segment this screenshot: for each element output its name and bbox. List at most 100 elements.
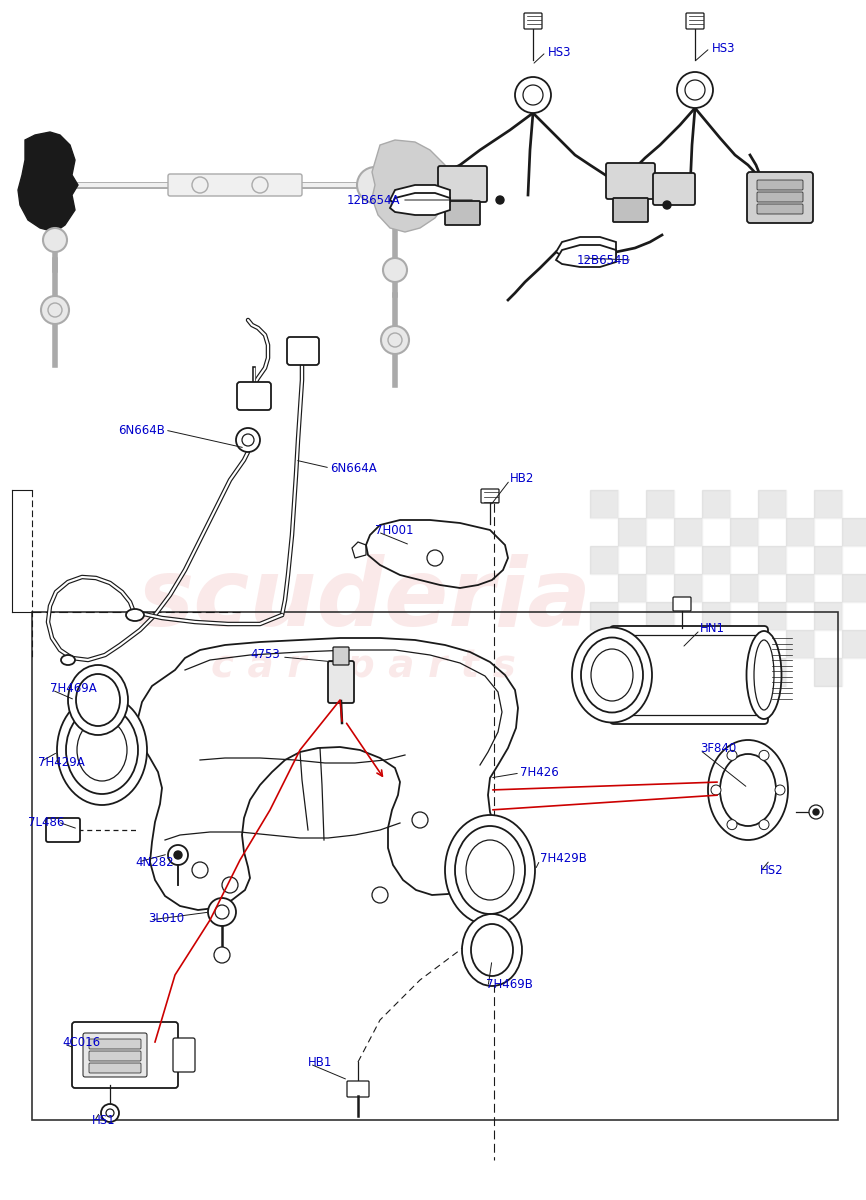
- Ellipse shape: [466, 840, 514, 900]
- Bar: [842, 630, 866, 658]
- FancyBboxPatch shape: [757, 204, 803, 214]
- FancyBboxPatch shape: [686, 13, 704, 29]
- Circle shape: [388, 332, 402, 347]
- Ellipse shape: [462, 914, 522, 986]
- Circle shape: [685, 80, 705, 100]
- Text: 3F840: 3F840: [700, 742, 736, 755]
- Ellipse shape: [68, 665, 128, 734]
- Ellipse shape: [754, 640, 774, 710]
- Bar: [758, 658, 786, 686]
- Bar: [646, 602, 674, 630]
- Bar: [702, 518, 730, 546]
- FancyBboxPatch shape: [610, 626, 768, 724]
- Circle shape: [759, 820, 769, 829]
- Bar: [618, 546, 646, 574]
- Circle shape: [711, 785, 721, 794]
- Bar: [758, 518, 786, 546]
- FancyBboxPatch shape: [438, 166, 487, 202]
- Ellipse shape: [455, 826, 525, 914]
- Ellipse shape: [445, 815, 535, 925]
- Text: 12B654B: 12B654B: [577, 253, 630, 266]
- Bar: [758, 574, 786, 602]
- Circle shape: [813, 809, 819, 815]
- Text: 7H429A: 7H429A: [38, 756, 85, 768]
- Ellipse shape: [572, 628, 652, 722]
- Bar: [646, 630, 674, 658]
- Circle shape: [37, 167, 73, 203]
- Circle shape: [759, 750, 769, 761]
- Bar: [786, 546, 814, 574]
- Bar: [758, 546, 786, 574]
- Text: 7H429B: 7H429B: [540, 852, 587, 864]
- Bar: [814, 574, 842, 602]
- Text: 7H001: 7H001: [375, 523, 413, 536]
- Circle shape: [677, 72, 713, 108]
- Bar: [786, 574, 814, 602]
- Bar: [758, 602, 786, 630]
- Ellipse shape: [57, 695, 147, 805]
- Bar: [702, 602, 730, 630]
- Circle shape: [192, 176, 208, 193]
- Bar: [590, 546, 618, 574]
- Bar: [702, 490, 730, 518]
- FancyBboxPatch shape: [653, 173, 695, 205]
- Text: HB2: HB2: [510, 472, 534, 485]
- FancyBboxPatch shape: [524, 13, 542, 29]
- Ellipse shape: [66, 706, 138, 794]
- Bar: [758, 490, 786, 518]
- Circle shape: [383, 258, 407, 282]
- Bar: [590, 490, 618, 518]
- Text: HS3: HS3: [548, 46, 572, 59]
- Bar: [646, 490, 674, 518]
- Ellipse shape: [708, 740, 788, 840]
- Bar: [646, 546, 674, 574]
- Bar: [32, 612, 838, 1120]
- FancyBboxPatch shape: [72, 1022, 178, 1088]
- Circle shape: [412, 812, 428, 828]
- Bar: [590, 518, 618, 546]
- FancyBboxPatch shape: [445, 200, 480, 226]
- Bar: [814, 658, 842, 686]
- Bar: [730, 546, 758, 574]
- FancyBboxPatch shape: [89, 1063, 141, 1073]
- FancyBboxPatch shape: [333, 647, 349, 665]
- Circle shape: [41, 296, 69, 324]
- Text: 7H469A: 7H469A: [50, 682, 97, 695]
- Polygon shape: [556, 245, 616, 266]
- Circle shape: [523, 85, 543, 104]
- Text: 7H469B: 7H469B: [486, 978, 533, 991]
- Bar: [590, 630, 618, 658]
- Circle shape: [101, 1104, 119, 1122]
- Bar: [842, 574, 866, 602]
- FancyBboxPatch shape: [328, 661, 354, 703]
- Bar: [618, 630, 646, 658]
- Text: HS1: HS1: [92, 1114, 116, 1127]
- Bar: [590, 658, 618, 686]
- Circle shape: [496, 196, 504, 204]
- Bar: [674, 658, 702, 686]
- Bar: [730, 630, 758, 658]
- Bar: [590, 602, 618, 630]
- Polygon shape: [556, 236, 616, 259]
- Bar: [814, 546, 842, 574]
- Bar: [674, 518, 702, 546]
- Bar: [758, 630, 786, 658]
- Circle shape: [45, 175, 65, 194]
- Bar: [730, 602, 758, 630]
- Bar: [842, 518, 866, 546]
- Ellipse shape: [126, 608, 144, 622]
- Circle shape: [775, 785, 785, 794]
- Bar: [674, 602, 702, 630]
- Bar: [730, 574, 758, 602]
- Bar: [674, 574, 702, 602]
- Bar: [674, 630, 702, 658]
- Circle shape: [174, 851, 182, 859]
- Polygon shape: [18, 132, 78, 232]
- Bar: [786, 490, 814, 518]
- Circle shape: [242, 434, 254, 446]
- Bar: [646, 658, 674, 686]
- Circle shape: [252, 176, 268, 193]
- Bar: [618, 602, 646, 630]
- Text: HS3: HS3: [712, 42, 735, 54]
- FancyBboxPatch shape: [89, 1039, 141, 1049]
